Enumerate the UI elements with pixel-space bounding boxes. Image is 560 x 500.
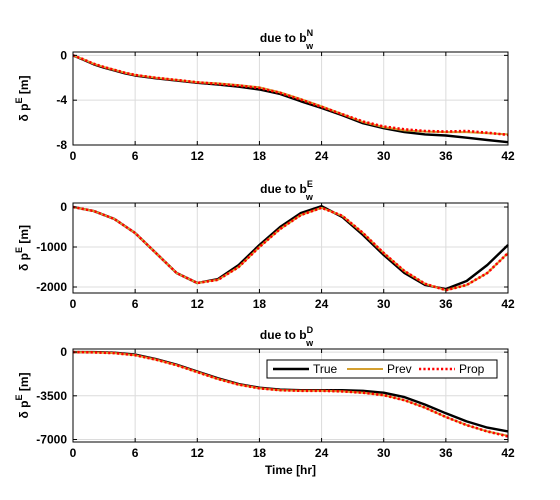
x-tick-label: 36 [439,297,453,311]
y-tick-label: -1000 [36,240,67,254]
y-tick-label: -8 [56,138,67,152]
y-tick-label: -4 [56,93,67,107]
x-tick-label: 30 [377,446,391,460]
axes-box [72,51,509,146]
y-axis-label: δ pE [m] [14,225,31,271]
legend-label-prev: Prev [387,362,412,376]
y-tick-label: -3500 [36,389,67,403]
x-tick-label: 18 [253,297,267,311]
x-tick-label: 0 [70,446,77,460]
series-line-prop [72,350,509,438]
x-tick-label: 30 [377,149,391,163]
chart-panel-2: 0 6 12 18 24 30 36 42 0 -1000 -2000 due to bE w δ pE … [14,179,515,311]
y-axis-label: δ pE [m] [14,373,31,419]
y-tick-label: -2000 [36,280,67,294]
y-tick-label: -7000 [36,433,67,447]
x-tick-label: 0 [70,149,77,163]
legend-label-true: True [313,362,338,376]
chart-title: due to bN w [260,28,314,51]
x-tick-label: 30 [377,297,391,311]
x-tick-label: 24 [315,149,329,163]
y-tick-label: 0 [60,345,67,359]
series-line-true [72,204,509,291]
x-tick-label: 24 [315,297,329,311]
x-tick-label: 6 [132,446,139,460]
x-tick-label: 6 [132,297,139,311]
x-tick-label: 42 [501,297,515,311]
x-tick-label: 6 [132,149,139,163]
x-tick-label: 12 [191,446,205,460]
x-tick-label: 18 [253,446,267,460]
y-tick-label: 0 [60,48,67,62]
chart-panel-3: 0 6 12 18 24 30 36 42 0 -3500 -7000 due to bD w δ pE … [14,325,515,477]
legend-label-prop: Prop [459,362,485,376]
chart-title: due to bD w [260,325,314,348]
chart-title: due to bE w [260,179,314,202]
x-tick-label: 36 [439,149,453,163]
x-tick-label: 24 [315,446,329,460]
x-tick-label: 12 [191,297,205,311]
x-tick-label: 12 [191,149,205,163]
x-tick-label: 42 [501,149,515,163]
series-line-prop [72,54,509,137]
series-line-true [72,54,509,144]
axes-box [72,202,509,294]
x-axis-label: Time [hr] [265,463,316,477]
y-axis-label: δ pE [m] [14,76,31,122]
x-tick-label: 0 [70,297,77,311]
series-line-prev [72,206,509,292]
y-tick-label: 0 [60,200,67,214]
x-tick-label: 18 [253,149,267,163]
x-tick-label: 42 [501,446,515,460]
x-tick-label: 36 [439,446,453,460]
chart-panel-1: 0 6 12 18 24 30 36 42 0 -4 -8 due to bN w δ pE [m] [14,28,515,163]
legend: True Prev Prop [266,359,498,379]
